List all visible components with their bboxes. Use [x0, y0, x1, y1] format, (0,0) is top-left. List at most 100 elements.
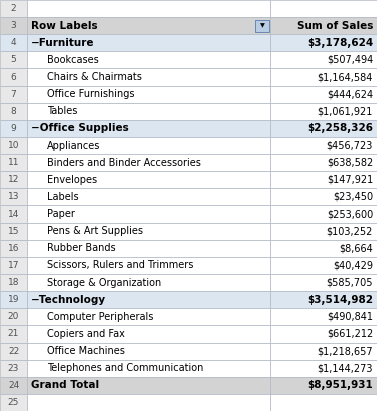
Bar: [27, 51, 270, 69]
Text: $3,514,982: $3,514,982: [307, 295, 373, 305]
Text: $1,144,273: $1,144,273: [317, 363, 373, 373]
Text: $638,582: $638,582: [327, 158, 373, 168]
Bar: [270, 360, 377, 377]
Bar: [270, 137, 377, 154]
Bar: [0, 223, 27, 240]
Bar: [27, 326, 270, 342]
Text: Telephones and Communication: Telephones and Communication: [47, 363, 203, 373]
Text: $147,921: $147,921: [327, 175, 373, 185]
Bar: [270, 154, 377, 171]
Bar: [0, 206, 27, 223]
Text: 11: 11: [8, 158, 19, 167]
Bar: [0, 257, 27, 274]
Text: 9: 9: [11, 124, 16, 133]
Bar: [0, 0, 27, 17]
Bar: [0, 171, 27, 188]
Text: Computer Peripherals: Computer Peripherals: [47, 312, 153, 322]
Bar: [270, 103, 377, 120]
Bar: [27, 394, 270, 411]
Bar: [27, 291, 270, 308]
Bar: [270, 0, 377, 17]
Bar: [270, 342, 377, 360]
Text: 12: 12: [8, 175, 19, 184]
Text: 4: 4: [11, 38, 16, 47]
Bar: [270, 17, 377, 34]
Bar: [270, 34, 377, 51]
Text: $490,841: $490,841: [327, 312, 373, 322]
Text: 22: 22: [8, 346, 19, 356]
Bar: [27, 137, 270, 154]
Text: 15: 15: [8, 227, 19, 236]
Bar: [27, 342, 270, 360]
Text: Copiers and Fax: Copiers and Fax: [47, 329, 125, 339]
Text: 18: 18: [8, 278, 19, 287]
Text: 2: 2: [11, 4, 16, 13]
Bar: [270, 51, 377, 69]
Text: Office Machines: Office Machines: [47, 346, 125, 356]
Text: $507,494: $507,494: [327, 55, 373, 65]
Bar: [27, 377, 270, 394]
Bar: [0, 342, 27, 360]
Text: Row Labels: Row Labels: [31, 21, 98, 31]
Bar: [0, 85, 27, 103]
Bar: [270, 377, 377, 394]
Text: $1,061,921: $1,061,921: [318, 106, 373, 116]
Text: $2,258,326: $2,258,326: [307, 123, 373, 134]
Text: Labels: Labels: [47, 192, 79, 202]
Text: −Office Supplies: −Office Supplies: [31, 123, 129, 134]
Bar: [0, 17, 27, 34]
Bar: [27, 240, 270, 257]
Bar: [0, 34, 27, 51]
Text: Pens & Art Supplies: Pens & Art Supplies: [47, 226, 143, 236]
Text: $253,600: $253,600: [327, 209, 373, 219]
Text: $8,951,931: $8,951,931: [307, 380, 373, 390]
Bar: [27, 0, 270, 17]
Bar: [27, 274, 270, 291]
Text: Rubber Bands: Rubber Bands: [47, 243, 116, 253]
Text: 25: 25: [8, 398, 19, 407]
Text: Sum of Sales: Sum of Sales: [297, 21, 373, 31]
Text: $661,212: $661,212: [327, 329, 373, 339]
Text: Tables: Tables: [47, 106, 77, 116]
Text: 19: 19: [8, 295, 19, 304]
Text: Binders and Binder Accessories: Binders and Binder Accessories: [47, 158, 201, 168]
Text: −Technology: −Technology: [31, 295, 106, 305]
Text: 8: 8: [11, 107, 16, 116]
Bar: [0, 326, 27, 342]
Text: 6: 6: [11, 73, 16, 81]
Text: Office Furnishings: Office Furnishings: [47, 89, 135, 99]
Text: $23,450: $23,450: [333, 192, 373, 202]
Bar: [27, 171, 270, 188]
Bar: [27, 257, 270, 274]
Bar: [0, 188, 27, 206]
Text: $444,624: $444,624: [327, 89, 373, 99]
Text: $1,218,657: $1,218,657: [317, 346, 373, 356]
Bar: [270, 69, 377, 85]
Text: 20: 20: [8, 312, 19, 321]
Text: Appliances: Appliances: [47, 141, 100, 150]
Bar: [0, 360, 27, 377]
Text: Bookcases: Bookcases: [47, 55, 99, 65]
Bar: [0, 240, 27, 257]
Text: 13: 13: [8, 192, 19, 201]
Bar: [27, 103, 270, 120]
Bar: [270, 120, 377, 137]
Bar: [27, 308, 270, 326]
Bar: [270, 171, 377, 188]
Bar: [27, 69, 270, 85]
Text: 21: 21: [8, 330, 19, 338]
Bar: [27, 188, 270, 206]
Text: 5: 5: [11, 55, 16, 65]
Bar: [270, 240, 377, 257]
Text: $585,705: $585,705: [326, 277, 373, 288]
Bar: [27, 360, 270, 377]
Bar: [0, 274, 27, 291]
Bar: [270, 326, 377, 342]
Bar: [0, 137, 27, 154]
Text: $456,723: $456,723: [326, 141, 373, 150]
Bar: [270, 394, 377, 411]
Bar: [27, 206, 270, 223]
Text: 17: 17: [8, 261, 19, 270]
Bar: [270, 257, 377, 274]
Text: −Furniture: −Furniture: [31, 38, 95, 48]
